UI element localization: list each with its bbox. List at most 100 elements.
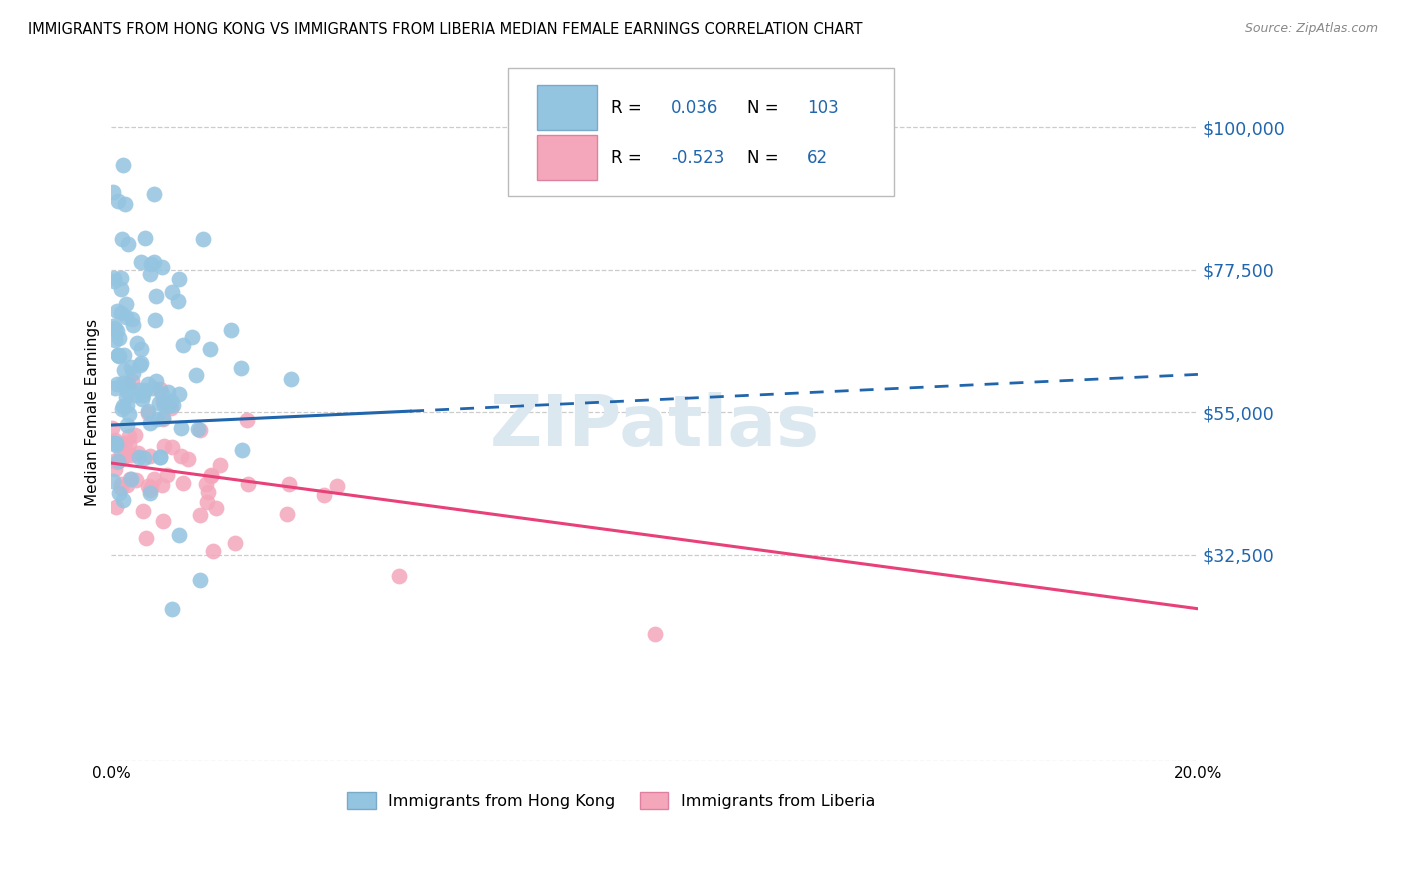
Point	[125, 473, 148, 487]
Point	[105, 376, 128, 391]
Point	[112, 348, 135, 362]
Point	[194, 477, 217, 491]
Point	[107, 455, 129, 469]
Point	[117, 478, 139, 492]
Point	[143, 472, 166, 486]
Text: IMMIGRANTS FROM HONG KONG VS IMMIGRANTS FROM LIBERIA MEDIAN FEMALE EARNINGS CORR: IMMIGRANTS FROM HONG KONG VS IMMIGRANTS …	[28, 22, 863, 37]
Point	[110, 481, 132, 495]
Text: -0.523: -0.523	[671, 149, 724, 167]
Point	[127, 446, 149, 460]
Point	[145, 374, 167, 388]
Point	[122, 318, 145, 332]
Point	[107, 194, 129, 209]
Point	[118, 437, 141, 451]
Point	[181, 329, 204, 343]
Point	[150, 386, 173, 401]
Point	[103, 186, 125, 200]
Y-axis label: Median Female Earnings: Median Female Earnings	[86, 318, 100, 506]
Point	[157, 384, 180, 399]
Point	[238, 477, 260, 491]
Point	[177, 451, 200, 466]
Point	[129, 342, 152, 356]
Point	[129, 356, 152, 370]
Point	[191, 232, 214, 246]
Point	[103, 454, 125, 468]
Point	[112, 492, 135, 507]
Point	[111, 376, 134, 390]
Point	[172, 338, 194, 352]
Point	[139, 267, 162, 281]
Point	[104, 433, 127, 447]
Point	[142, 255, 165, 269]
Point	[107, 350, 129, 364]
Point	[139, 480, 162, 494]
Text: 0.036: 0.036	[671, 99, 718, 117]
Point	[188, 573, 211, 587]
Point	[117, 236, 139, 251]
Point	[236, 413, 259, 427]
Point	[187, 422, 209, 436]
Point	[152, 412, 174, 426]
Point	[170, 420, 193, 434]
Point	[114, 297, 136, 311]
Point	[136, 406, 159, 420]
Point	[190, 424, 212, 438]
Point	[111, 232, 134, 246]
Point	[644, 627, 666, 641]
Point	[145, 289, 167, 303]
Point	[136, 376, 159, 391]
Point	[134, 230, 156, 244]
Point	[150, 260, 173, 275]
Point	[117, 398, 139, 412]
Point	[118, 429, 141, 443]
Point	[190, 508, 212, 523]
Point	[167, 527, 190, 541]
Point	[114, 197, 136, 211]
FancyBboxPatch shape	[537, 135, 598, 180]
Point	[160, 401, 183, 416]
Point	[128, 450, 150, 464]
Point	[142, 381, 165, 395]
Text: N =: N =	[747, 149, 785, 167]
Point	[231, 442, 253, 457]
Point	[276, 507, 298, 521]
Point	[111, 399, 134, 413]
Point	[136, 403, 159, 417]
Point	[117, 376, 139, 391]
Point	[152, 439, 174, 453]
Point	[160, 394, 183, 409]
FancyBboxPatch shape	[537, 85, 598, 130]
Point	[110, 270, 132, 285]
Point	[104, 500, 127, 514]
Point	[101, 421, 124, 435]
Point	[110, 282, 132, 296]
Point	[145, 412, 167, 426]
Point	[104, 462, 127, 476]
Point	[200, 468, 222, 483]
Point	[111, 158, 134, 172]
Point	[149, 450, 172, 465]
Point	[388, 569, 411, 583]
Point	[152, 410, 174, 425]
Text: R =: R =	[612, 99, 647, 117]
Legend: Immigrants from Hong Kong, Immigrants from Liberia: Immigrants from Hong Kong, Immigrants fr…	[340, 786, 882, 815]
Point	[125, 335, 148, 350]
Point	[121, 374, 143, 388]
Point	[197, 485, 219, 500]
Point	[120, 359, 142, 374]
Point	[162, 440, 184, 454]
Point	[122, 366, 145, 380]
Point	[184, 368, 207, 382]
Point	[162, 399, 184, 413]
Point	[280, 372, 302, 386]
Point	[105, 438, 128, 452]
Point	[325, 478, 347, 492]
Text: R =: R =	[612, 149, 647, 167]
Point	[135, 531, 157, 545]
Point	[156, 399, 179, 413]
Point	[107, 348, 129, 362]
Point	[110, 447, 132, 461]
Point	[103, 274, 125, 288]
Point	[110, 437, 132, 451]
Point	[114, 390, 136, 404]
